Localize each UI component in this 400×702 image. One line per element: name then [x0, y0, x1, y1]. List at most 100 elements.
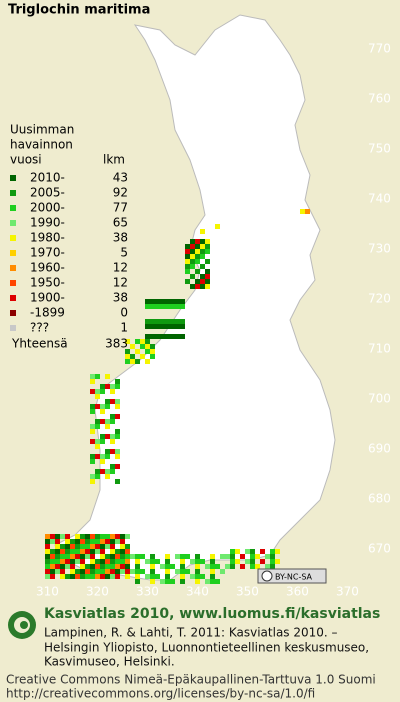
observation-square	[185, 554, 190, 559]
observation-square	[195, 569, 200, 574]
observation-square	[105, 539, 110, 544]
observation-square	[85, 544, 90, 549]
observation-square	[60, 534, 65, 539]
observation-square	[235, 559, 240, 564]
observation-square	[175, 319, 180, 324]
observation-square	[60, 554, 65, 559]
legend-label: -1899	[30, 306, 65, 320]
observation-square	[135, 339, 140, 344]
observation-square	[125, 569, 130, 574]
observation-square	[200, 284, 205, 289]
observation-square	[185, 254, 190, 259]
observation-square	[75, 534, 80, 539]
observation-square	[60, 559, 65, 564]
observation-square	[155, 324, 160, 329]
observation-square	[105, 434, 110, 439]
observation-square	[105, 569, 110, 574]
observation-square	[95, 574, 100, 579]
observation-square	[190, 559, 195, 564]
observation-square	[180, 324, 185, 329]
observation-square	[160, 579, 165, 584]
observation-square	[80, 559, 85, 564]
observation-square	[80, 564, 85, 569]
observation-square	[80, 534, 85, 539]
observation-square	[150, 574, 155, 579]
observation-square	[60, 544, 65, 549]
observation-square	[200, 274, 205, 279]
legend-total: 383	[105, 337, 128, 351]
observation-square	[105, 544, 110, 549]
x-grid-label: 370	[336, 585, 359, 599]
observation-square	[70, 539, 75, 544]
observation-square	[155, 334, 160, 339]
observation-square	[150, 569, 155, 574]
observation-square	[60, 564, 65, 569]
legend-count: 1	[120, 321, 128, 335]
observation-square	[95, 394, 100, 399]
observation-square	[50, 534, 55, 539]
observation-square	[125, 534, 130, 539]
observation-square	[85, 554, 90, 559]
observation-square	[110, 574, 115, 579]
observation-square	[90, 559, 95, 564]
observation-square	[150, 344, 155, 349]
observation-square	[115, 454, 120, 459]
observation-square	[195, 579, 200, 584]
observation-square	[180, 304, 185, 309]
observation-square	[195, 559, 200, 564]
legend-heading: havainnon	[10, 138, 73, 152]
observation-square	[135, 564, 140, 569]
observation-square	[115, 464, 120, 469]
legend-label: 2005-	[30, 186, 65, 200]
observation-square	[105, 424, 110, 429]
observation-square	[95, 444, 100, 449]
observation-square	[170, 564, 175, 569]
observation-square	[70, 544, 75, 549]
observation-square	[135, 579, 140, 584]
observation-square	[85, 539, 90, 544]
observation-square	[90, 564, 95, 569]
observation-square	[210, 569, 215, 574]
observation-square	[115, 399, 120, 404]
legend-count: 0	[120, 306, 128, 320]
legend-count: 38	[113, 231, 128, 245]
observation-square	[85, 574, 90, 579]
x-grid-label: 360	[286, 585, 309, 599]
observation-square	[185, 259, 190, 264]
legend-swatch	[10, 220, 16, 226]
legend-count: 12	[113, 261, 128, 275]
observation-square	[270, 564, 275, 569]
observation-square	[200, 244, 205, 249]
observation-square	[105, 554, 110, 559]
observation-square	[125, 544, 130, 549]
observation-square	[105, 449, 110, 454]
observation-square	[75, 539, 80, 544]
observation-square	[115, 379, 120, 384]
observation-square	[65, 559, 70, 564]
observation-square	[250, 549, 255, 554]
legend-swatch	[10, 325, 16, 331]
observation-square	[140, 554, 145, 559]
observation-square	[100, 559, 105, 564]
observation-square	[110, 564, 115, 569]
y-grid-label: 670	[368, 542, 391, 556]
observation-square	[215, 224, 220, 229]
observation-square	[120, 534, 125, 539]
y-grid-label: 720	[368, 292, 391, 306]
y-grid-label: 740	[368, 192, 391, 206]
observation-square	[165, 304, 170, 309]
observation-square	[90, 404, 95, 409]
observation-square	[95, 549, 100, 554]
observation-square	[195, 244, 200, 249]
observation-square	[210, 564, 215, 569]
legend-heading: Uusimman	[10, 123, 74, 137]
observation-square	[200, 249, 205, 254]
legend-label: 2000-	[30, 201, 65, 215]
observation-square	[55, 534, 60, 539]
y-grid-label: 680	[368, 492, 391, 506]
observation-square	[100, 539, 105, 544]
observation-square	[105, 564, 110, 569]
observation-square	[230, 549, 235, 554]
observation-square	[45, 534, 50, 539]
x-grid-label: 330	[136, 585, 159, 599]
